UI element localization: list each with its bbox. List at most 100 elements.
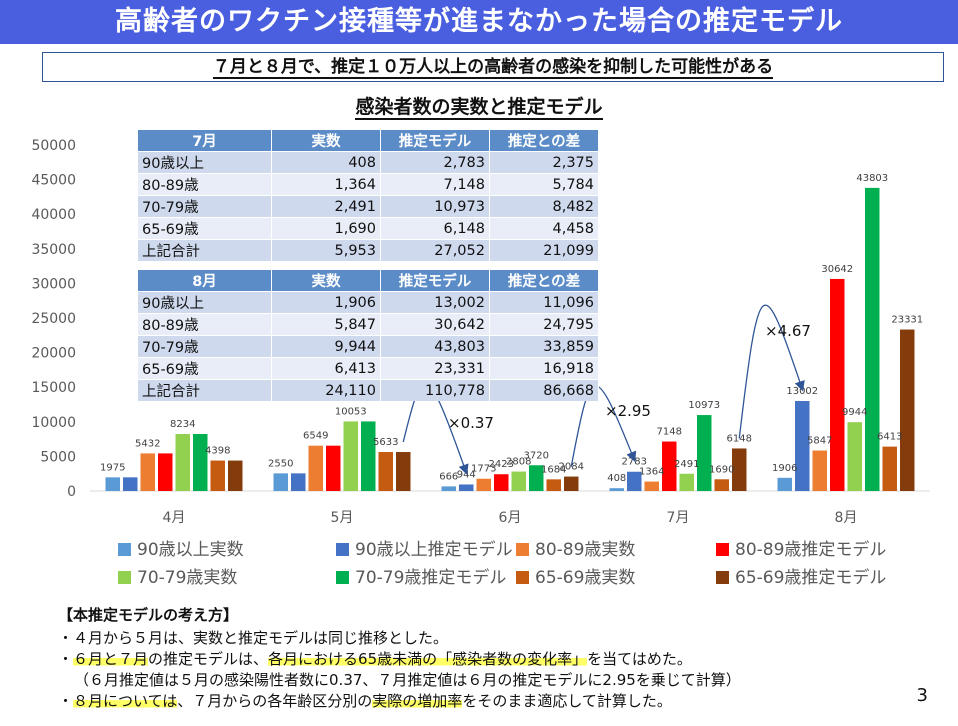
bar bbox=[210, 460, 225, 491]
table-cell: 6,413 bbox=[271, 357, 381, 380]
table-cell: 23,331 bbox=[380, 357, 490, 380]
bar bbox=[459, 484, 474, 491]
bar bbox=[441, 486, 456, 491]
table-cell: 7,148 bbox=[380, 173, 490, 196]
notes-heading: 【本推定モデルの考え方】 bbox=[58, 606, 239, 624]
table-cell: 9,944 bbox=[271, 335, 381, 358]
y-tick-label: 0 bbox=[67, 484, 76, 500]
notes-line-2-bullet: ・ bbox=[58, 650, 74, 668]
table-row: 70-79歳 2,491 10,973 8,482 bbox=[138, 195, 599, 218]
data-label: 5432 bbox=[135, 438, 160, 449]
table-cell: 2,491 bbox=[271, 195, 381, 218]
table-cell: 30,642 bbox=[380, 313, 490, 336]
bar bbox=[732, 448, 747, 491]
bar bbox=[361, 421, 376, 491]
table-cell: 2,375 bbox=[489, 151, 599, 174]
notes-line-2-end: を当てはめた。 bbox=[587, 650, 692, 668]
legend-label: 90歳以上実数 bbox=[137, 540, 244, 560]
page-number: 3 bbox=[916, 685, 928, 706]
table-cell: 上記合計 bbox=[138, 239, 272, 261]
legend-item: 65-69歳推定モデル bbox=[716, 563, 886, 588]
table-row: 上記合計 5,953 27,052 21,099 bbox=[138, 239, 599, 261]
table-cell: 65-69歳 bbox=[138, 357, 272, 380]
table-header-cell: 7月 bbox=[138, 130, 272, 152]
table-cell: 86,668 bbox=[489, 379, 599, 401]
legend-item: 80-89歳実数 bbox=[516, 535, 635, 560]
data-label: 1690 bbox=[709, 464, 734, 475]
data-label: 8234 bbox=[170, 419, 195, 430]
table-header-cell: 実数 bbox=[271, 270, 381, 292]
table-cell: 2,783 bbox=[380, 151, 490, 174]
table-header-row: 7月 実数 推定モデル 推定との差 bbox=[138, 130, 599, 152]
table-cell: 90歳以上 bbox=[138, 291, 272, 314]
page-title: 高齢者のワクチン接種等が進まなかった場合の推定モデル bbox=[0, 0, 958, 44]
bar bbox=[812, 450, 827, 491]
subtitle-box: ７月と８月で、推定１０万人以上の高齢者の感染を抑制した可能性がある bbox=[42, 52, 944, 82]
table-header-cell: 推定との差 bbox=[489, 270, 599, 292]
table-cell: 1,690 bbox=[271, 217, 381, 240]
legend-item: 90歳以上推定モデル bbox=[336, 535, 513, 560]
table-cell: 70-79歳 bbox=[138, 335, 272, 358]
data-label: 1906 bbox=[772, 463, 797, 474]
table-july: 7月 実数 推定モデル 推定との差 90歳以上 408 2,783 2,375 80-89歳 1,… bbox=[138, 130, 599, 261]
legend-swatch bbox=[336, 571, 349, 584]
bar bbox=[273, 473, 288, 491]
chart-title-text: 感染者数の実数と推定モデル bbox=[355, 96, 603, 120]
bar bbox=[777, 477, 792, 491]
table-cell: 80-89歳 bbox=[138, 173, 272, 196]
table-cell: 10,973 bbox=[380, 195, 490, 218]
legend-swatch bbox=[336, 543, 349, 556]
bar bbox=[396, 452, 411, 491]
bar bbox=[175, 434, 190, 491]
bar bbox=[343, 421, 358, 491]
notes-highlight-months: ６月と７月 bbox=[73, 650, 149, 668]
data-label: 10053 bbox=[335, 406, 367, 417]
legend-swatch bbox=[516, 571, 529, 584]
growth-multiplier-label: ×4.67 bbox=[765, 322, 811, 340]
bar bbox=[644, 481, 659, 491]
table-cell: 1,364 bbox=[271, 173, 381, 196]
x-tick-label: 7月 bbox=[667, 510, 690, 526]
data-label: 30642 bbox=[821, 264, 853, 275]
bar bbox=[193, 434, 208, 491]
table-row: 70-79歳 9,944 43,803 33,859 bbox=[138, 335, 599, 358]
bar bbox=[291, 473, 306, 491]
notes-line-4: ・８月については、７月からの各年齢区分別の実際の増加率をそのまま適応して計算した… bbox=[58, 691, 918, 712]
growth-multiplier-label: ×0.37 bbox=[448, 414, 494, 432]
data-label: 1684 bbox=[541, 464, 566, 475]
bar bbox=[882, 446, 897, 491]
data-label: 2808 bbox=[506, 457, 531, 468]
table-cell: 6,148 bbox=[380, 217, 490, 240]
table-cell: 24,795 bbox=[489, 313, 599, 336]
legend-label: 80-89歳実数 bbox=[535, 540, 636, 560]
legend-swatch bbox=[516, 543, 529, 556]
legend-item: 80-89歳推定モデル bbox=[716, 535, 886, 560]
table-header-row: 8月 実数 推定モデル 推定との差 bbox=[138, 270, 599, 292]
bar bbox=[564, 476, 579, 491]
table-cell: 70-79歳 bbox=[138, 195, 272, 218]
table-cell: 110,778 bbox=[380, 379, 490, 401]
notes-line-4-end: をそのまま適応して計算した。 bbox=[462, 692, 672, 710]
legend-item: 70-79歳推定モデル bbox=[336, 563, 506, 588]
notes-line-4-bullet: ・ bbox=[58, 692, 74, 710]
data-label: 6413 bbox=[877, 432, 902, 443]
data-label: 666 bbox=[439, 471, 458, 482]
data-label: 3720 bbox=[524, 450, 549, 461]
data-label: 5847 bbox=[807, 436, 832, 447]
data-label: 2084 bbox=[559, 462, 584, 473]
table-cell: 33,859 bbox=[489, 335, 599, 358]
table-cell: 8,482 bbox=[489, 195, 599, 218]
bar bbox=[123, 477, 138, 491]
notes-line-3: （６月推定値は５月の感染陽性者数に0.37、７月推定値は６月の推定モデルに2.9… bbox=[74, 671, 741, 689]
bar-chart: 0 5000 10000 15000 20000 25000 30000 35000 40000… bbox=[31, 138, 930, 526]
data-label: 1773 bbox=[471, 464, 496, 475]
data-label: 944 bbox=[457, 469, 476, 480]
legend-label: 70-79歳推定モデル bbox=[355, 568, 507, 588]
table-row: 90歳以上 408 2,783 2,375 bbox=[138, 151, 599, 174]
legend-item: 90歳以上実数 bbox=[118, 535, 244, 560]
notes-highlight-increase: 実際の増加率 bbox=[372, 692, 463, 710]
bar bbox=[546, 479, 561, 491]
table-row: 80-89歳 1,364 7,148 5,784 bbox=[138, 173, 599, 196]
data-label: 10973 bbox=[688, 400, 720, 411]
y-tick-label: 50000 bbox=[31, 138, 76, 154]
